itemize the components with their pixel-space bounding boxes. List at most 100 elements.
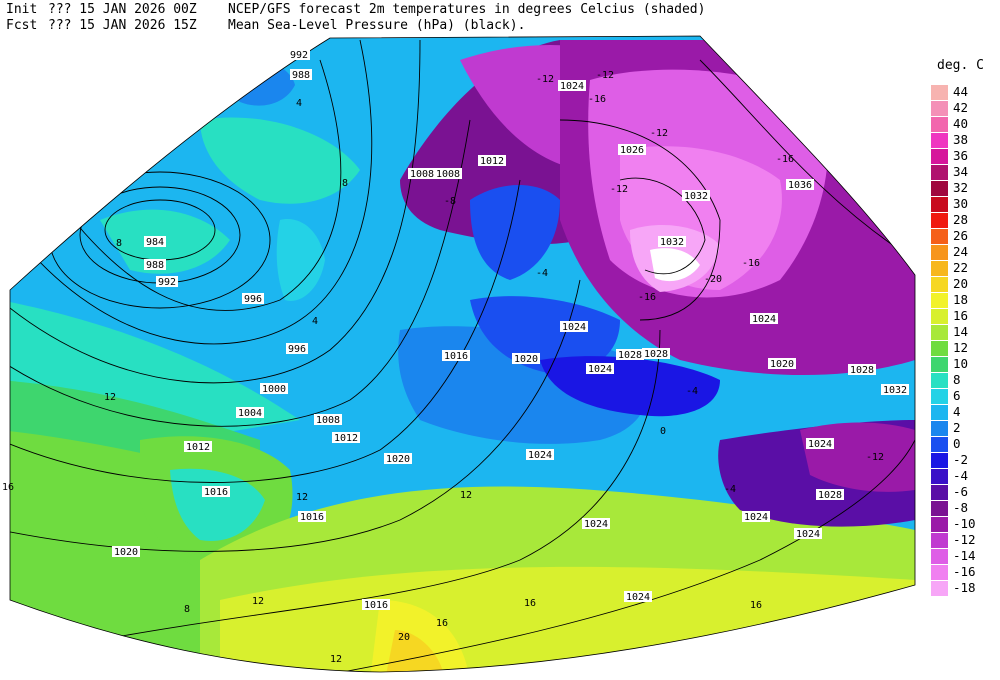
map-title: NCEP/GFS forecast 2m temperatures in deg… [228,2,706,17]
init-value: ??? 15 JAN 2026 00Z [48,2,197,17]
legend-label: 0 [953,436,961,451]
legend-swatch [931,117,948,132]
temp-label: -12 [650,128,668,139]
pressure-label: 1032 [684,191,708,202]
pressure-labels: 992 988 984 988 992 996 996 1000 1004 10… [112,49,909,611]
legend-swatch [931,149,948,164]
legend-label: 44 [953,84,969,99]
temp-label: -12 [610,184,628,195]
legend-swatch [931,341,948,356]
legend-label: -10 [953,516,976,531]
legend-swatch [931,165,948,180]
temp-label: -12 [596,70,614,81]
pressure-label: 1024 [528,450,552,461]
legend-swatch [931,485,948,500]
temp-label: -16 [742,258,760,269]
legend-swatch [931,277,948,292]
legend-swatch [931,229,948,244]
legend-label: 18 [953,292,969,307]
legend-swatch [931,581,948,596]
pressure-label: 1016 [364,600,388,611]
legend-label: 34 [953,164,969,179]
legend-swatch [931,293,948,308]
legend-label: -4 [953,468,969,483]
temp-label: 8 [116,238,122,249]
pressure-label: 1016 [444,351,468,362]
legend-swatch [931,181,948,196]
pressure-label: 1024 [744,512,768,523]
pressure-label: 1008 [316,415,340,426]
temp-label: 4 [312,316,318,327]
pressure-label: 996 [288,344,306,355]
pressure-label: 1024 [626,592,650,603]
pressure-label: 988 [292,70,310,81]
temp-label: 20 [398,632,410,643]
pressure-label: 1024 [588,364,612,375]
legend-swatch [931,437,948,452]
temp-label: -4 [724,484,736,495]
pressure-label: 1012 [480,156,504,167]
legend-label: 32 [953,180,969,195]
legend-label: 20 [953,276,969,291]
temp-label: 12 [252,596,264,607]
legend-swatch [931,469,948,484]
legend-swatch [931,133,948,148]
pressure-label: 1000 [262,384,286,395]
temp-label: 0 [660,426,666,437]
pressure-label: 1016 [204,487,228,498]
pressure-label: 996 [244,294,262,305]
pressure-label: 984 [146,237,164,248]
legend-swatch [931,565,948,580]
temp-label: 12 [296,492,308,503]
legend-label: -12 [953,532,976,547]
pressure-label: 1012 [334,433,358,444]
pressure-label: 1020 [114,547,138,558]
legend-swatch [931,101,948,116]
map-header: Init ??? 15 JAN 2026 00Z Fcst ??? 15 JAN… [0,0,930,36]
legend-swatch [931,197,948,212]
pressure-label: 1026 [620,145,644,156]
legend-label: 8 [953,372,961,387]
pressure-label: 1020 [386,454,410,465]
temperature-labels: -12 -16 -12 -16 -12 -16 -20 -8 -4 -4 -4 … [2,70,884,665]
legend-swatch [931,421,948,436]
legend-swatch [931,389,948,404]
legend-label: 38 [953,132,969,147]
temp-label: -4 [686,386,698,397]
pressure-label: 1024 [808,439,832,450]
legend-label: 42 [953,100,969,115]
legend-label: 30 [953,196,969,211]
temp-label: 16 [2,482,14,493]
pressure-label: 992 [290,50,308,61]
pressure-label: 1024 [562,322,586,333]
legend-swatch [931,533,948,548]
legend-swatch [931,325,948,340]
temp-label: -12 [536,74,554,85]
pressure-label: 1028 [850,365,874,376]
legend-label: 22 [953,260,969,275]
legend-label: 26 [953,228,969,243]
temp-label: 12 [330,654,342,665]
legend-swatch [931,85,948,100]
pressure-label: 1024 [796,529,820,540]
pressure-label: 992 [158,277,176,288]
temp-label: -12 [866,452,884,463]
pressure-label: 1028 [618,350,642,361]
legend-label: 10 [953,356,969,371]
legend-swatch [931,373,948,388]
pressure-label: 1020 [514,354,538,365]
legend-swatch [931,245,948,260]
temp-label: -16 [776,154,794,165]
pressure-label: 1028 [644,349,668,360]
pressure-label: 1024 [584,519,608,530]
legend-swatch [931,501,948,516]
temp-label: -20 [704,274,722,285]
temp-label: -16 [588,94,606,105]
map-subtitle: Mean Sea-Level Pressure (hPa) (black). [228,18,526,33]
pressure-label: 1036 [788,180,812,191]
color-legend: deg. C 44 42 40 38 36 34 32 30 28 26 24 22 20 18 16 14 1… [925,55,1000,615]
pressure-label: 1032 [660,237,684,248]
legend-swatch [931,453,948,468]
fcst-value: ??? 15 JAN 2026 15Z [48,18,197,33]
